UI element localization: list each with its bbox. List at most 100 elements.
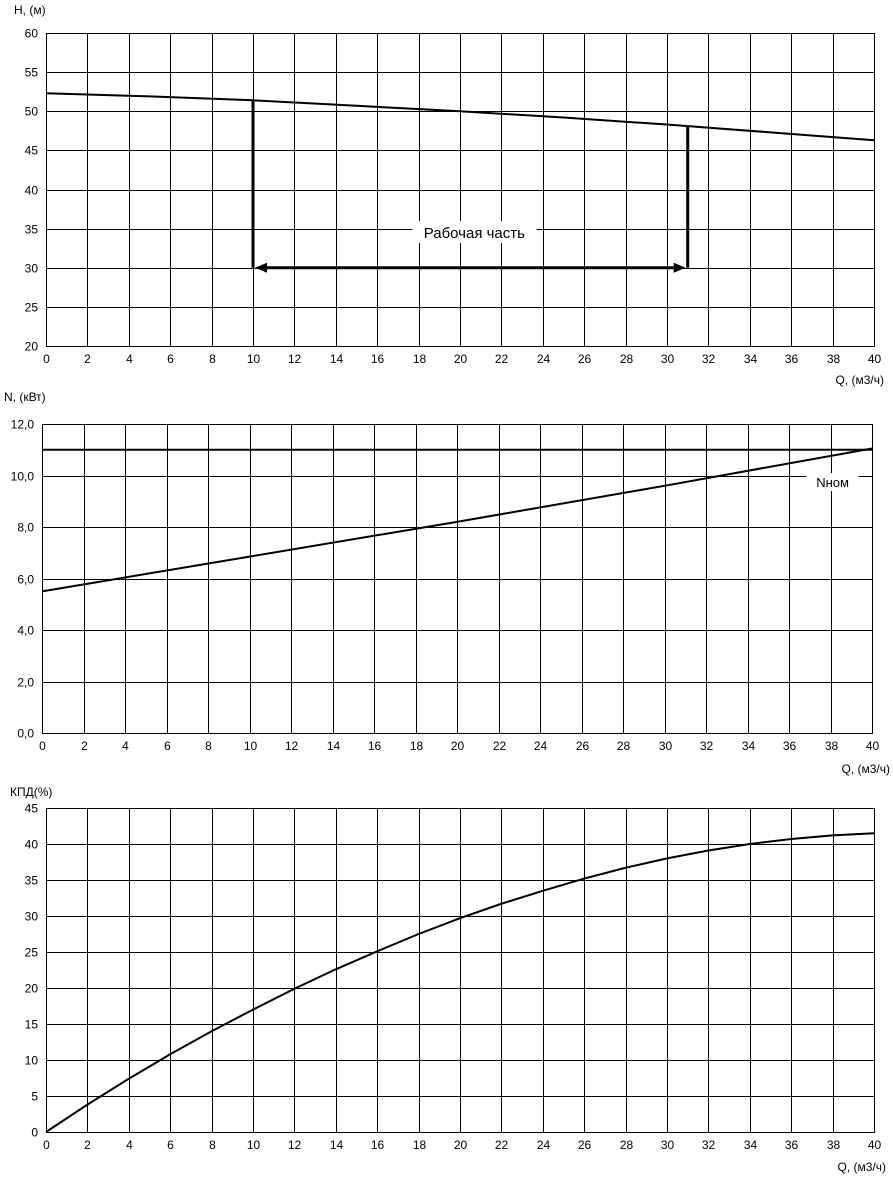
x-tick-label: 34 — [744, 352, 758, 366]
x-tick-label: 28 — [620, 1138, 634, 1152]
x-tick-label: 8 — [209, 352, 216, 366]
y-tick-label: 35 — [25, 874, 39, 888]
y-tick-label: 5 — [31, 1090, 38, 1104]
x-tick-label: 32 — [702, 1138, 716, 1152]
x-tick-label: 0 — [43, 1138, 50, 1152]
x-tick-label: 32 — [700, 739, 714, 753]
y-tick-label: 45 — [25, 802, 39, 816]
x-tick-label: 22 — [493, 739, 507, 753]
x-tick-label: 6 — [167, 1138, 174, 1152]
x-tick-label: 2 — [84, 352, 91, 366]
x-tick-label: 34 — [744, 1138, 758, 1152]
y-tick-label: 20 — [25, 340, 39, 354]
x-tick-label: 30 — [659, 739, 673, 753]
y-tick-label: 45 — [25, 144, 39, 158]
x-tick-label: 0 — [39, 739, 46, 753]
y-tick-label: 15 — [25, 1018, 39, 1032]
x-tick-label: 38 — [825, 739, 839, 753]
plot-frame — [46, 33, 875, 347]
x-tick-label: 18 — [413, 352, 427, 366]
power-chart-panel: 0 2 4 6 8 10 12 14 16 18 20 22 24 26 28 30 32 34 36 38 400,0… — [4, 390, 890, 776]
x-tick-label: 18 — [413, 1138, 427, 1152]
y-tick-label: 4,0 — [17, 624, 34, 638]
y-tick-label: 6,0 — [17, 573, 34, 587]
x-tick-label: 22 — [495, 352, 509, 366]
efficiency-chart-panel: 0 2 4 6 8 10 12 14 16 18 20 22 24 26 28 30 32 34 36 38 40051… — [10, 785, 886, 1174]
x-tick-label: 14 — [327, 739, 341, 753]
x-tick-label: 14 — [330, 1138, 344, 1152]
efficiency-curve — [45, 832, 875, 1133]
x-tick-label: 10 — [244, 739, 258, 753]
y-tick-label: 55 — [25, 66, 39, 80]
nominal-power-label: Nном — [816, 475, 849, 490]
y-tick-label: 8,0 — [17, 521, 34, 535]
y-tick-label: 30 — [25, 910, 39, 924]
x-tick-label: 32 — [702, 352, 716, 366]
y-tick-label: 60 — [25, 27, 39, 41]
y-tick-label: 0,0 — [17, 727, 34, 741]
x-tick-label: 18 — [410, 739, 424, 753]
y-tick-label: 2,0 — [17, 676, 34, 690]
x-tick-label: 40 — [866, 739, 880, 753]
y-axis-title: N, (кВт) — [4, 390, 46, 404]
y-tick-label: 30 — [25, 262, 39, 276]
y-tick-label: 25 — [25, 946, 39, 960]
x-tick-label: 28 — [620, 352, 634, 366]
x-axis-title: Q, (м3/ч) — [841, 762, 890, 776]
x-tick-label: 4 — [126, 352, 133, 366]
arrow-head-left — [255, 262, 267, 273]
x-tick-label: 6 — [164, 739, 171, 753]
x-tick-label: 36 — [785, 1138, 799, 1152]
x-tick-label: 24 — [534, 739, 548, 753]
x-axis-title: Q, (м3/ч) — [835, 373, 884, 387]
head-chart-panel: 0 2 4 6 8 10 12 14 16 18 20 22 24 26 28 30 32 34 36 38 40202… — [14, 3, 884, 387]
y-tick-label: 25 — [25, 301, 39, 315]
x-tick-label: 10 — [247, 352, 261, 366]
x-tick-label: 12 — [288, 1138, 302, 1152]
y-tick-label: 20 — [25, 982, 39, 996]
nominal-label-background — [806, 473, 859, 492]
x-axis-title: Q, (м3/ч) — [837, 1160, 886, 1174]
x-tick-label: 38 — [827, 1138, 841, 1152]
x-tick-label: 40 — [868, 352, 882, 366]
x-tick-label: 20 — [451, 739, 465, 753]
x-tick-label: 38 — [827, 352, 841, 366]
x-tick-label: 20 — [454, 1138, 468, 1152]
y-tick-label: 0 — [31, 1126, 38, 1140]
y-tick-label: 40 — [25, 184, 39, 198]
x-tick-label: 34 — [742, 739, 756, 753]
y-tick-label: 12,0 — [11, 418, 35, 432]
x-tick-label: 16 — [371, 352, 385, 366]
y-tick-label: 35 — [25, 223, 39, 237]
x-tick-label: 36 — [783, 739, 797, 753]
power-curve — [41, 447, 873, 593]
working-range-label: Рабочая часть — [424, 225, 525, 242]
x-tick-label: 26 — [578, 1138, 592, 1152]
x-tick-label: 22 — [495, 1138, 509, 1152]
x-tick-label: 30 — [661, 1138, 675, 1152]
x-tick-label: 4 — [126, 1138, 133, 1152]
x-tick-label: 12 — [285, 739, 299, 753]
x-tick-label: 20 — [454, 352, 468, 366]
y-tick-label: 40 — [25, 838, 39, 852]
x-tick-label: 12 — [288, 352, 302, 366]
x-tick-label: 24 — [537, 352, 551, 366]
x-tick-label: 6 — [167, 352, 174, 366]
x-tick-label: 16 — [368, 739, 382, 753]
x-tick-label: 24 — [537, 1138, 551, 1152]
arrow-head-right — [673, 262, 686, 273]
x-tick-label: 26 — [578, 352, 592, 366]
y-axis-title: H, (м) — [14, 3, 46, 17]
x-tick-label: 10 — [247, 1138, 261, 1152]
x-tick-label: 26 — [576, 739, 590, 753]
x-tick-label: 4 — [122, 739, 129, 753]
plot-frame — [46, 808, 875, 1133]
y-tick-label: 10 — [25, 1054, 39, 1068]
x-tick-label: 36 — [785, 352, 799, 366]
head-curve — [45, 92, 875, 142]
x-tick-label: 8 — [209, 1138, 216, 1152]
x-tick-label: 28 — [617, 739, 631, 753]
x-tick-label: 8 — [205, 739, 212, 753]
x-tick-label: 14 — [330, 352, 344, 366]
